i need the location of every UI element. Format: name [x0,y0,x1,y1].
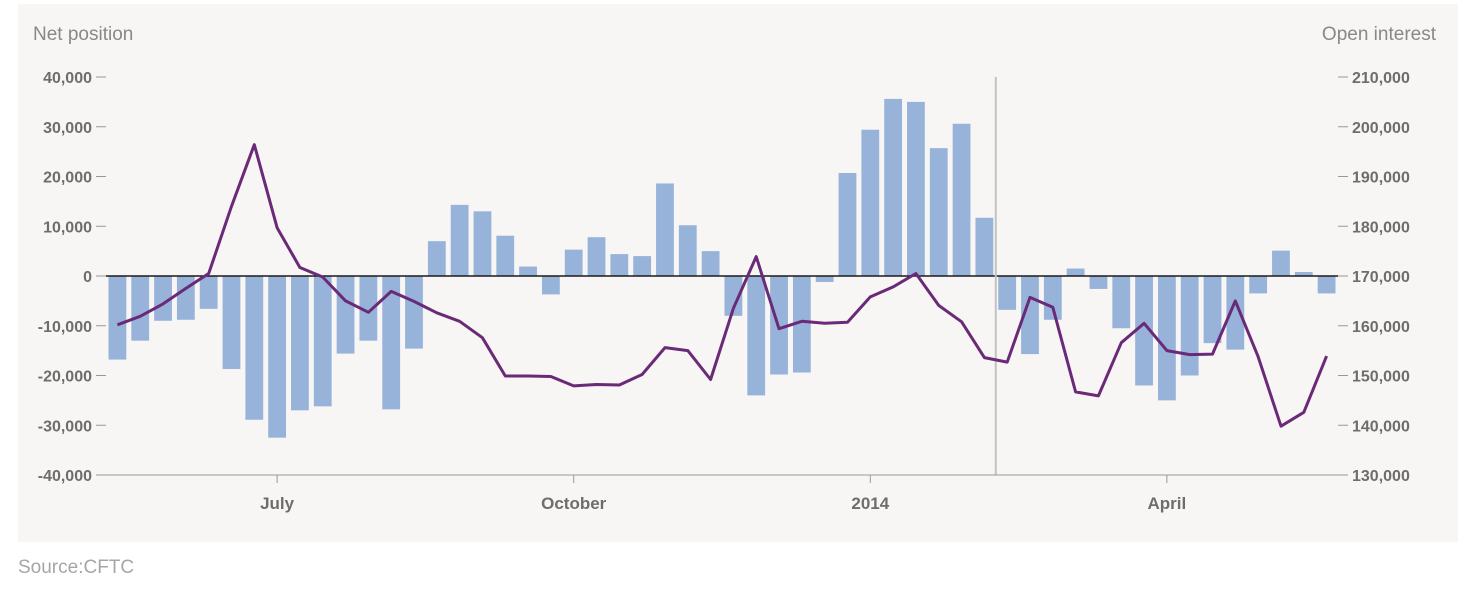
net-position-bar [1272,250,1290,276]
left-tick-label: -40,000 [38,468,92,485]
right-tick-label: 160,000 [1352,319,1410,336]
net-position-bar [610,254,629,276]
net-position-bar [724,276,743,316]
net-position-bar [701,251,720,276]
net-position-bar [427,241,446,276]
net-position-bar [975,217,994,276]
source-note: Source:CFTC [18,557,135,578]
right-tick-label: 180,000 [1352,219,1410,236]
net-position-bar [656,183,674,276]
net-position-bar [587,237,606,276]
right-tick-label: 140,000 [1352,418,1410,435]
open-interest-line [116,143,1328,428]
net-position-bar [1157,276,1176,401]
net-position-bar [176,276,195,320]
net-position-bar [998,276,1017,310]
left-tick-label: -20,000 [38,369,92,386]
x-tick-label: April [1148,494,1187,513]
net-position-bar [496,235,515,276]
right-axis-title: Open interest [1322,24,1437,45]
net-position-bar [519,266,537,276]
net-position-bar [245,276,264,420]
net-position-bar [450,204,469,276]
net-position-bar [473,211,492,276]
bar-series [108,98,1336,438]
chart-panel: Net position Open interest 40,000 30,000 2… [18,4,1458,542]
net-position-bar [1294,272,1313,276]
net-position-bar [382,276,401,410]
net-position-bar [1249,276,1268,294]
net-position-bar [838,173,857,276]
net-position-bar [405,276,423,349]
net-position-bar [199,276,218,309]
x-tick-label: 2014 [851,494,889,513]
net-position-bar [291,276,309,411]
left-axis-ticks: 40,000 30,000 20,000 10,000 0 -10,000 -20,000 -… [38,70,106,485]
net-position-bar [1135,276,1153,386]
net-position-bar [1226,276,1245,350]
left-axis-title: Net position [33,24,133,45]
net-position-bar [268,276,287,438]
left-tick-label: -30,000 [38,418,92,435]
net-position-bar [222,276,241,370]
chart-svg: Net position Open interest 40,000 30,000 2… [33,24,1437,513]
right-tick-label: 130,000 [1352,468,1410,485]
net-position-bar [564,249,583,276]
net-position-bar [678,225,697,276]
net-position-bar [154,276,172,321]
net-position-bar [633,256,652,276]
net-position-bar [131,276,150,341]
net-position-bar [952,123,971,276]
left-tick-label: 30,000 [43,120,92,137]
left-tick-label: -10,000 [38,319,92,336]
net-position-bar [929,148,948,276]
right-axis-ticks: 210,000 200,000 190,000 180,000 170,000 160,0… [1338,70,1410,485]
net-position-bar [1203,276,1222,344]
net-position-bar [907,101,925,276]
net-position-bar [747,276,766,396]
net-position-bar [541,276,560,295]
net-position-bar [336,276,355,354]
x-tick-label: July [260,494,295,513]
net-position-bar [313,276,332,407]
left-tick-label: 20,000 [43,170,92,187]
right-tick-label: 200,000 [1352,120,1410,137]
right-tick-label: 210,000 [1352,70,1410,87]
net-position-bar [861,129,880,276]
net-position-bar [1066,268,1085,276]
line-series-group [116,143,1328,428]
net-position-bar [815,276,834,282]
net-position-bar [108,276,127,360]
net-position-bar [1043,276,1062,320]
right-tick-label: 150,000 [1352,369,1410,386]
left-tick-label: 0 [83,269,92,286]
net-position-bar [359,276,378,341]
x-axis: July October 2014 April [106,474,1338,513]
net-position-bar [1180,276,1199,376]
net-position-bar [1089,276,1108,289]
net-position-bar [884,98,903,276]
net-position-bar [792,276,811,373]
net-position-bar [1021,276,1039,355]
right-tick-label: 190,000 [1352,170,1410,187]
left-tick-label: 40,000 [43,70,92,87]
right-tick-label: 170,000 [1352,269,1410,286]
left-tick-label: 10,000 [43,219,92,236]
net-position-bar [1317,276,1336,294]
net-position-bar [1112,276,1131,329]
x-tick-label: October [541,494,607,513]
